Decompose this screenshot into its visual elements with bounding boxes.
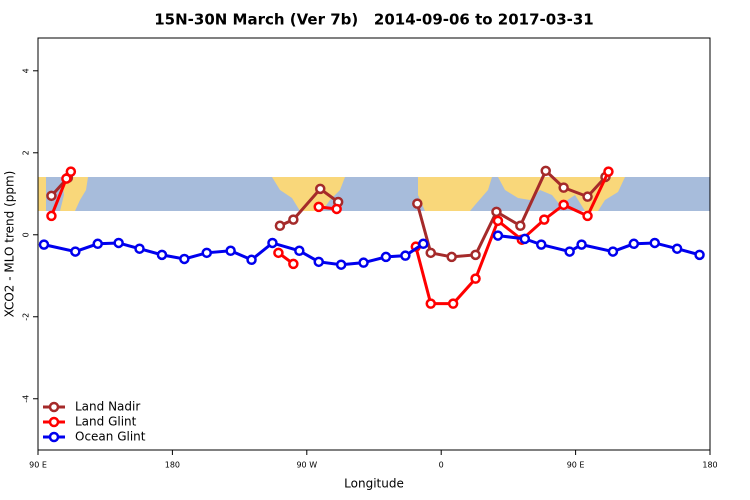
point bbox=[113, 237, 124, 249]
point bbox=[519, 233, 531, 245]
point bbox=[603, 166, 614, 177]
legend-label: Ocean Glint bbox=[75, 430, 146, 444]
y-tick-label: -2 bbox=[22, 313, 31, 321]
y-axis-label: XCO2 - MLO trend (ppm) bbox=[3, 171, 17, 318]
point bbox=[671, 243, 683, 254]
point bbox=[582, 191, 593, 202]
land bbox=[38, 177, 88, 211]
point bbox=[267, 237, 278, 249]
point bbox=[225, 245, 236, 257]
plot-frame bbox=[37, 37, 711, 451]
x-tick-label: 0 bbox=[439, 461, 444, 470]
point bbox=[380, 251, 392, 263]
point bbox=[156, 249, 168, 261]
point bbox=[576, 239, 587, 250]
point bbox=[582, 210, 593, 222]
point bbox=[446, 251, 457, 263]
point bbox=[134, 243, 145, 254]
point bbox=[313, 256, 324, 268]
point bbox=[46, 210, 57, 222]
x-axis-label: Longitude bbox=[344, 477, 404, 491]
x-tick-label: 90 E bbox=[29, 461, 47, 470]
point bbox=[65, 166, 77, 177]
point bbox=[412, 198, 423, 209]
point bbox=[335, 259, 347, 270]
point bbox=[358, 257, 369, 268]
point bbox=[418, 238, 429, 250]
point bbox=[536, 239, 547, 250]
chart-title: 15N-30N March (Ver 7b) 2014-09-06 to 201… bbox=[154, 11, 594, 29]
legend-marker bbox=[48, 431, 60, 443]
y-tick-label: 2 bbox=[22, 150, 31, 155]
map-band bbox=[38, 177, 710, 211]
legend-marker bbox=[48, 416, 60, 428]
point bbox=[274, 220, 286, 232]
point bbox=[470, 273, 481, 284]
y-tick-label: 4 bbox=[22, 68, 31, 73]
point bbox=[540, 165, 551, 177]
x-tick-label: 90 E bbox=[567, 461, 585, 470]
point bbox=[92, 238, 103, 250]
point bbox=[314, 183, 326, 195]
point bbox=[515, 220, 526, 232]
point bbox=[294, 245, 305, 257]
point bbox=[447, 298, 459, 309]
point bbox=[400, 250, 411, 261]
point bbox=[425, 298, 436, 309]
legend-label: Land Glint bbox=[75, 415, 137, 429]
legend-marker bbox=[48, 401, 60, 413]
y-tick-label: -4 bbox=[22, 395, 31, 403]
point bbox=[564, 246, 575, 257]
point bbox=[331, 203, 342, 215]
point bbox=[273, 247, 284, 259]
point bbox=[492, 215, 504, 227]
point bbox=[70, 246, 81, 257]
point bbox=[61, 173, 72, 184]
point bbox=[246, 254, 257, 266]
point bbox=[288, 258, 299, 270]
point bbox=[628, 238, 640, 250]
point bbox=[201, 247, 212, 259]
point bbox=[649, 237, 660, 249]
point bbox=[38, 239, 50, 250]
x-tick-label: 90 W bbox=[296, 461, 317, 470]
point bbox=[425, 247, 436, 259]
point bbox=[179, 253, 190, 265]
x-tick-label: 180 bbox=[702, 461, 717, 470]
point bbox=[558, 199, 569, 211]
point bbox=[288, 214, 299, 225]
point bbox=[607, 246, 619, 257]
point bbox=[491, 206, 502, 218]
land bbox=[418, 177, 492, 211]
y-tick-label: 0 bbox=[22, 232, 31, 237]
x-tick-label: 180 bbox=[165, 461, 180, 470]
point bbox=[46, 190, 57, 202]
legend-label: Land Nadir bbox=[75, 400, 140, 414]
point bbox=[694, 249, 705, 261]
point bbox=[492, 230, 504, 241]
point bbox=[313, 201, 324, 213]
point bbox=[538, 214, 550, 225]
point bbox=[470, 249, 481, 261]
land bbox=[272, 177, 345, 211]
point bbox=[558, 182, 569, 193]
